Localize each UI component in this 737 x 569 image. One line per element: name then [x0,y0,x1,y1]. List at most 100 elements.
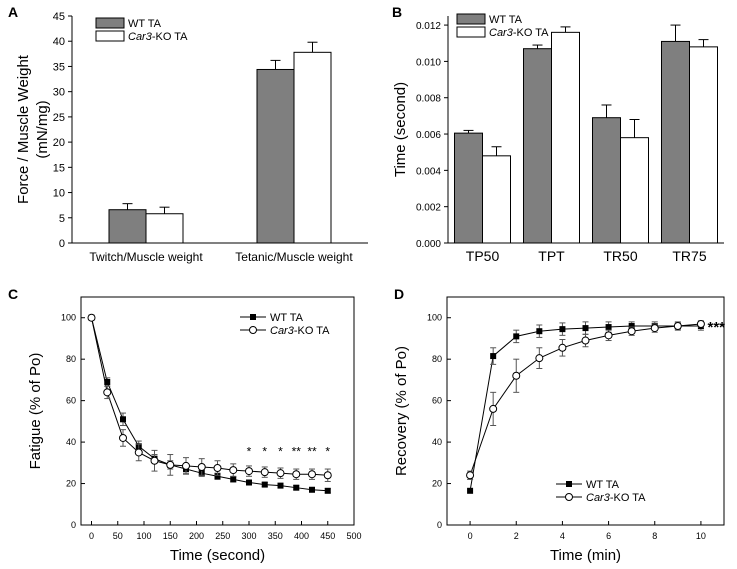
point-wt [605,324,612,331]
point-ko [604,331,613,340]
x-category-label: TR50 [603,248,637,264]
x-tick-label: 250 [215,531,230,541]
y-tick-label: 35 [53,61,65,73]
legend-label-ko: Car3-KO TA [586,492,646,504]
point-ko [166,460,175,469]
point-ko [213,464,222,472]
panel-label-C: C [8,286,18,302]
point-wt [324,487,331,494]
legend-marker-wt [566,481,572,487]
point-ko [292,470,301,479]
y-tick-label: 40 [53,36,65,48]
y-tick-label: 0.004 [416,166,441,177]
point-wt [513,333,520,340]
legend-swatch-wt [95,17,125,29]
point-ko [229,466,238,475]
y-tick-label: 0.006 [416,130,441,141]
series-line-wt [469,325,701,491]
significance-marker: ** [307,445,317,459]
point-ko [466,471,475,480]
point-ko [182,461,190,470]
y-tick-label: 0 [437,520,442,530]
point-ko [103,388,112,397]
point-ko [308,470,316,479]
point-ko [87,313,96,322]
point-wt [261,481,268,488]
point-wt [582,325,589,332]
x-tick-label: 200 [189,531,204,541]
point-ko [134,448,143,457]
legend-swatch-wt [456,13,486,25]
y-tick-label: 0.012 [416,21,441,32]
point-wt [230,476,237,483]
legend-label-ko: Car3-KO TA [128,31,188,43]
point-ko [650,324,659,333]
y-tick-label: 15 [53,162,65,174]
point-ko [260,468,269,477]
plot-frame [446,296,725,526]
y-tick-label: 10 [53,188,65,200]
bar-ko-0 [482,155,511,244]
x-tick-label: 100 [136,531,151,541]
point-wt [309,486,315,493]
x-tick-label: 400 [294,531,309,541]
panel-label-A: A [8,4,18,20]
y-tick-label: 80 [66,354,76,364]
x-tick-label: 350 [268,531,283,541]
point-wt [104,378,111,385]
y-tick-label: 45 [53,11,65,23]
x-category-label: Twitch/Muscle weight [89,250,203,264]
x-tick-label: 450 [320,531,335,541]
y-tick-label: 100 [427,313,442,323]
legend-marker-ko [565,493,573,501]
y-axis-label: Time (second) [392,82,409,177]
legend-swatch-ko [95,30,125,42]
legend-label-ko: Car3-KO TA [489,27,549,39]
x-tick-label: 10 [696,531,706,541]
legend-label-wt: WT TA [586,479,620,491]
y-tick-label: 0.008 [416,94,441,105]
legend-marker-ko [249,326,257,334]
point-ko [558,343,567,352]
x-tick-label: 0 [89,531,94,541]
point-ko [245,467,253,476]
y-tick-label: 60 [66,396,76,406]
point-ko [150,456,159,465]
legend-label-wt: WT TA [489,14,523,26]
point-ko [489,404,498,413]
point-ko [627,327,636,336]
bar-wt-2 [592,117,621,244]
bar-ko-1 [551,31,580,244]
legend-label-wt: WT TA [270,312,304,324]
panel-label-B: B [392,4,402,20]
significance-marker: *** [707,319,725,336]
y-tick-label: 20 [53,137,65,149]
plot-frame [80,296,355,526]
y-tick-label: 80 [432,354,442,364]
point-ko [512,371,521,380]
bar-wt-1 [256,68,295,244]
point-wt [536,328,543,335]
series-line-wt [91,317,328,492]
point-wt [120,416,126,423]
y-tick-label: 0.000 [416,239,441,250]
bar-ko-1 [293,51,332,244]
x-axis-label: Time (min) [550,547,621,564]
point-wt [293,484,300,491]
y-axis-label: Recovery (% of Po) [393,346,410,476]
y-tick-label: 100 [61,313,76,323]
x-tick-label: 4 [560,531,565,541]
bar-ko-2 [620,137,649,244]
point-ko [197,462,206,471]
x-tick-label: 500 [346,531,361,541]
x-tick-label: 2 [514,531,519,541]
y-axis-label: Force / Muscle Weight [15,54,32,204]
y-tick-label: 0 [71,520,76,530]
y-tick-label: 5 [59,213,65,225]
bar-wt-0 [454,132,483,244]
x-category-label: TR75 [672,248,706,264]
y-axis-label: Fatigue (% of Po) [27,353,44,470]
point-ko [581,336,590,345]
bar-ko-3 [689,46,718,244]
